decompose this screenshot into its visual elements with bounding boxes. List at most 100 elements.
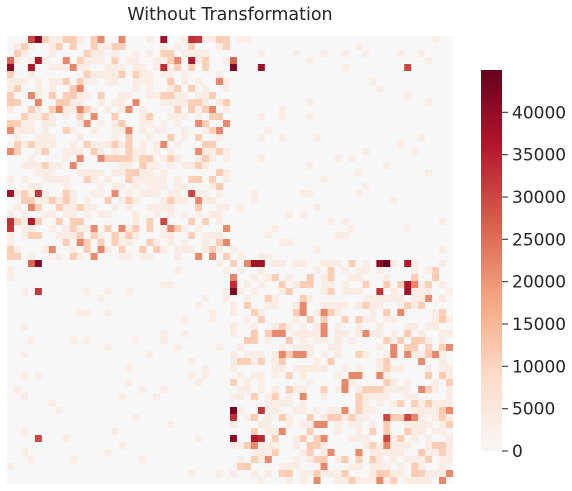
heatmap-cell xyxy=(383,274,391,282)
heatmap-cell xyxy=(69,344,77,352)
heatmap-cell xyxy=(41,379,50,387)
heatmap-cell xyxy=(257,463,266,471)
heatmap-cell xyxy=(327,316,335,324)
heatmap-cell xyxy=(236,36,245,44)
heatmap-cell xyxy=(299,85,307,93)
heatmap-cell xyxy=(397,386,405,394)
heatmap-cell xyxy=(202,365,210,373)
heatmap-cell xyxy=(181,99,189,107)
heatmap-cell xyxy=(362,442,370,450)
heatmap-cell xyxy=(264,134,273,142)
heatmap-cell xyxy=(83,400,91,408)
heatmap-cell xyxy=(320,155,328,163)
heatmap-cell xyxy=(418,113,426,121)
heatmap-cell xyxy=(341,267,349,275)
heatmap-cell xyxy=(125,120,133,128)
heatmap-cell xyxy=(125,386,133,394)
heatmap-cell xyxy=(202,106,210,114)
heatmap-cell xyxy=(320,442,328,450)
heatmap-cell xyxy=(432,379,440,387)
heatmap-cell xyxy=(446,64,453,72)
heatmap-cell xyxy=(83,316,91,324)
heatmap-cell xyxy=(411,211,419,219)
heatmap-cell xyxy=(160,288,168,296)
heatmap-cell xyxy=(209,477,217,484)
heatmap-cell xyxy=(7,183,15,191)
heatmap-cell xyxy=(439,71,447,79)
heatmap-cell xyxy=(216,183,224,191)
heatmap-cell xyxy=(383,337,391,345)
heatmap-cell xyxy=(264,267,273,275)
heatmap-cell xyxy=(425,155,433,163)
heatmap-cell xyxy=(7,337,15,345)
heatmap-cell xyxy=(167,309,175,317)
heatmap-cell xyxy=(125,393,133,401)
heatmap-cell xyxy=(432,274,440,282)
heatmap-cell xyxy=(418,155,426,163)
heatmap-cell xyxy=(334,218,342,226)
heatmap-cell xyxy=(355,358,363,366)
heatmap-cell xyxy=(285,253,294,261)
heatmap-cell xyxy=(202,113,210,121)
heatmap-cell xyxy=(271,302,280,310)
heatmap-cell xyxy=(264,316,273,324)
heatmap-cell xyxy=(285,57,294,65)
heatmap-cell xyxy=(257,372,266,380)
heatmap-cell xyxy=(271,379,280,387)
heatmap-cell xyxy=(34,134,43,142)
heatmap-cell xyxy=(292,428,300,436)
heatmap-cell xyxy=(13,323,22,331)
heatmap-cell xyxy=(439,211,447,219)
heatmap-cell xyxy=(223,218,231,226)
heatmap-cell xyxy=(90,302,98,310)
heatmap-cell xyxy=(383,393,391,401)
heatmap-cell xyxy=(327,267,335,275)
heatmap-cell xyxy=(285,267,294,275)
heatmap-cell xyxy=(313,414,321,422)
heatmap-cell xyxy=(104,260,112,268)
heatmap-cell xyxy=(257,211,266,219)
heatmap-cell xyxy=(48,442,57,450)
heatmap-cell xyxy=(62,330,71,338)
heatmap-cell xyxy=(139,239,147,247)
heatmap-cell xyxy=(285,302,294,310)
heatmap-cell xyxy=(362,43,370,51)
heatmap-cell xyxy=(411,302,419,310)
heatmap-cell xyxy=(257,141,266,149)
heatmap-cell xyxy=(271,281,280,289)
heatmap-cell xyxy=(425,379,433,387)
heatmap-cell xyxy=(243,260,252,268)
heatmap-cell xyxy=(383,92,391,100)
heatmap-cell xyxy=(48,183,57,191)
heatmap-cell xyxy=(348,218,356,226)
heatmap-cell xyxy=(20,372,29,380)
heatmap-cell xyxy=(250,407,259,415)
heatmap-cell xyxy=(271,162,280,170)
heatmap-cell xyxy=(376,330,384,338)
heatmap-cell xyxy=(139,253,147,261)
heatmap-cell xyxy=(62,477,71,484)
heatmap-cell xyxy=(362,428,370,436)
heatmap-cell xyxy=(390,148,398,156)
heatmap-cell xyxy=(243,71,252,79)
heatmap-cell xyxy=(118,134,126,142)
heatmap-cell xyxy=(425,435,433,443)
heatmap-cell xyxy=(348,225,356,233)
heatmap-cell xyxy=(125,50,133,58)
heatmap-cell xyxy=(55,176,64,184)
heatmap-cell xyxy=(55,358,64,366)
heatmap-cell xyxy=(264,36,273,44)
heatmap-cell xyxy=(167,470,175,478)
heatmap-cell xyxy=(348,323,356,331)
heatmap-cell xyxy=(69,155,77,163)
heatmap-cell xyxy=(418,71,426,79)
heatmap-cell xyxy=(111,162,119,170)
heatmap-cell xyxy=(355,337,363,345)
heatmap-cell xyxy=(285,106,294,114)
heatmap-cell xyxy=(250,225,259,233)
heatmap-cell xyxy=(355,85,363,93)
heatmap-cell xyxy=(362,85,370,93)
heatmap-cell xyxy=(76,365,84,373)
heatmap-cell xyxy=(355,71,363,79)
heatmap-cell xyxy=(390,302,398,310)
